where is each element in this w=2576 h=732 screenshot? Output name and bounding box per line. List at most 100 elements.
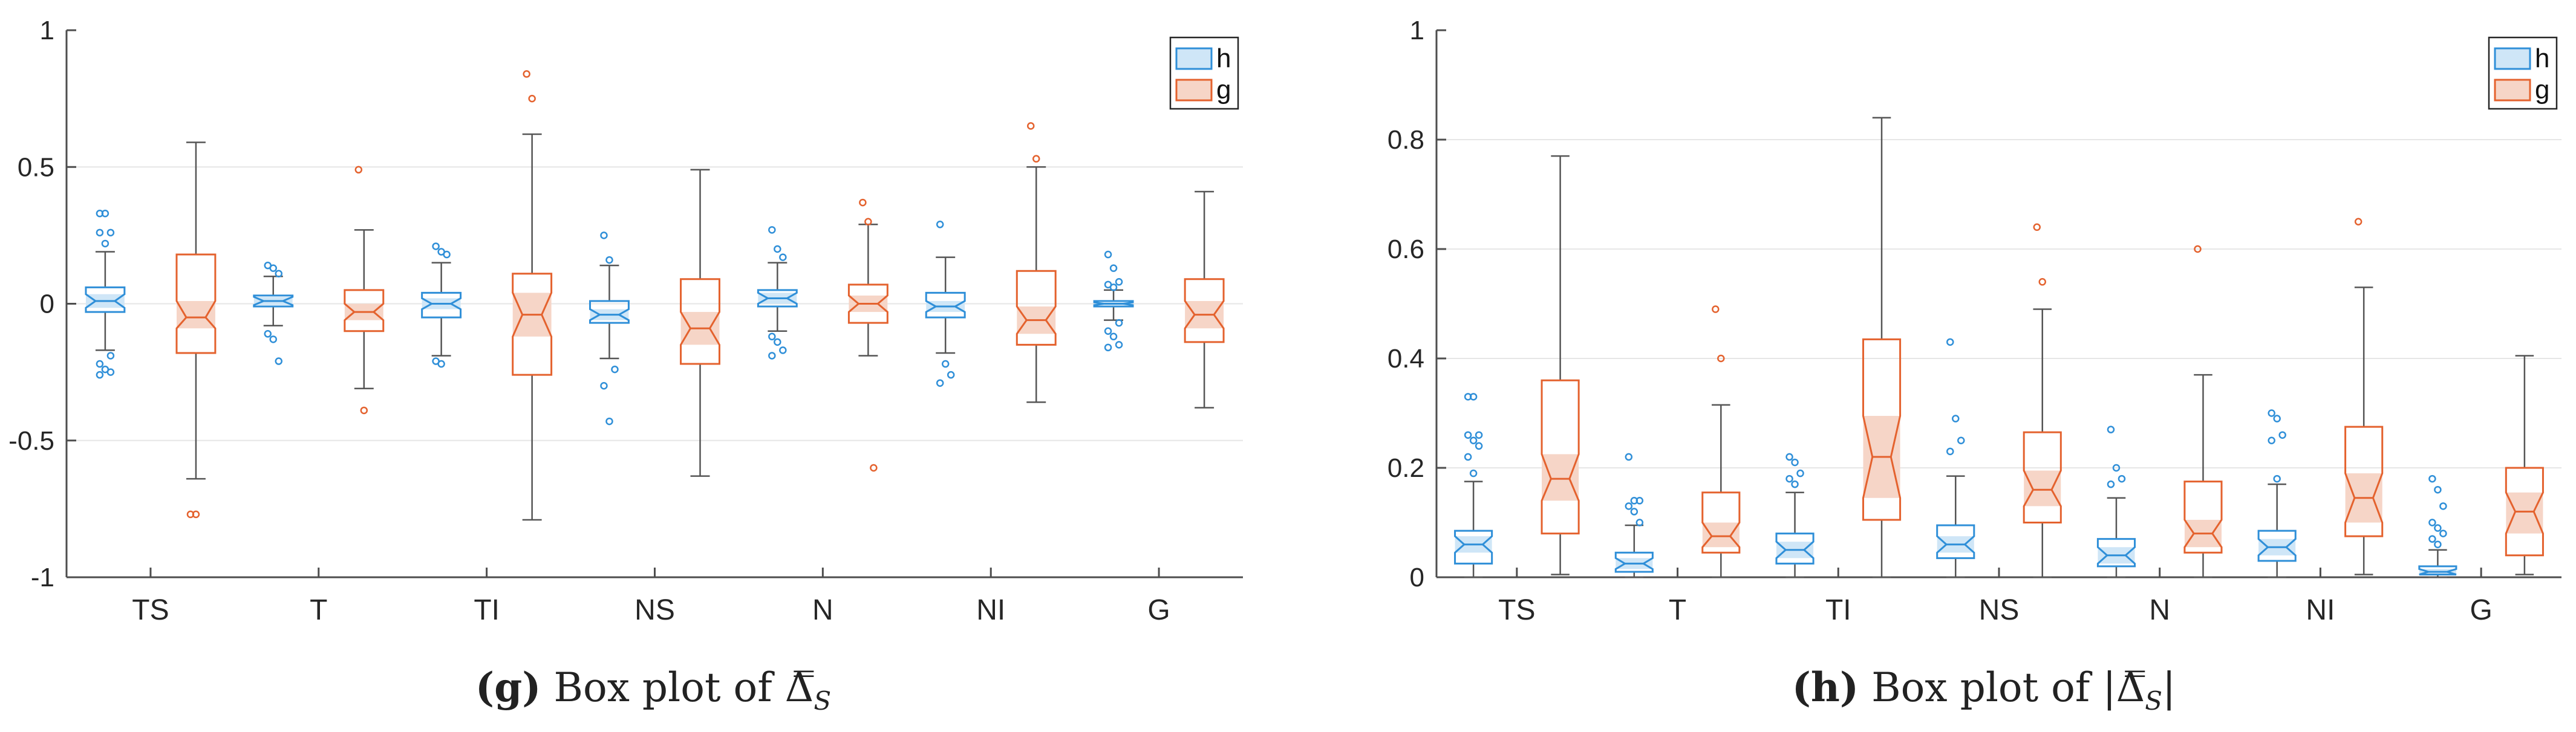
h-outlier: [269, 335, 278, 343]
h-outlier: [1469, 393, 1478, 401]
x-tick-label: NI: [976, 594, 1005, 626]
h-outlier: [2428, 535, 2436, 543]
g-box: [1184, 278, 1225, 343]
g-box: [2344, 426, 2384, 537]
h-outlier: [432, 242, 440, 250]
h-outlier: [941, 360, 950, 368]
g-box: [1862, 338, 1902, 521]
g-notch-shade: [176, 300, 215, 329]
h-outlier: [2428, 519, 2436, 526]
chart-h-abs-delta: 0 0.2 0.4 0.6 0.8 1 TS T TI NS N NI Ghg: [1387, 16, 2561, 626]
h-outlier: [1115, 278, 1123, 286]
h-outlier: [1635, 497, 1644, 505]
g-outlier: [1026, 122, 1035, 130]
legend-swatch-g: [2494, 79, 2531, 102]
h-outlier: [768, 226, 776, 234]
x-tick-label: TS: [1498, 594, 1535, 626]
h-outlier: [264, 330, 272, 338]
h-outlier: [1946, 338, 1954, 346]
h-box: [2257, 530, 2297, 562]
g-outlier: [523, 70, 530, 78]
x-tick-label: NI: [2306, 594, 2335, 626]
h-outlier: [2434, 485, 2442, 494]
g-outlier: [870, 464, 878, 472]
h-outlier: [1464, 431, 1472, 439]
x-tick-label: TI: [474, 594, 500, 626]
h-outlier: [774, 245, 781, 253]
h-outlier: [2268, 409, 2275, 417]
g-box: [512, 273, 553, 376]
h-outlier: [947, 371, 955, 379]
h-outlier: [1635, 519, 1644, 526]
g-notch-shade: [1542, 454, 1579, 501]
g-box: [2183, 481, 2223, 554]
y-tick-label: 0.8: [1387, 125, 1424, 155]
h-outlier: [106, 368, 115, 376]
h-outlier: [768, 352, 776, 360]
h-outlier: [1115, 319, 1123, 327]
g-outlier: [2354, 218, 2362, 225]
h-outlier: [2107, 480, 2115, 488]
caption-g-text: Box plot of: [553, 664, 785, 711]
h-box: [757, 289, 798, 308]
h-outlier: [1109, 264, 1118, 272]
h-box: [2418, 565, 2457, 575]
h-outlier: [774, 338, 781, 346]
h-outlier: [443, 250, 451, 259]
g-outlier: [2033, 223, 2041, 232]
caption-g-label: (g): [475, 664, 541, 711]
y-tick-label: 1: [1410, 16, 1424, 45]
h-box: [1775, 533, 1815, 565]
h-outlier: [1957, 436, 1965, 444]
g-outlier: [2038, 278, 2046, 286]
g-outlier: [1712, 305, 1720, 313]
h-box: [1454, 530, 1493, 565]
h-outlier: [1630, 508, 1639, 516]
h-box: [85, 286, 126, 313]
h-outlier: [106, 228, 115, 237]
h-outlier: [1104, 343, 1112, 352]
g-box: [680, 278, 720, 365]
g-outlier: [864, 218, 872, 225]
h-outlier: [1625, 502, 1633, 510]
h-outlier: [96, 228, 104, 237]
h-box: [421, 291, 462, 319]
g-outlier: [354, 166, 363, 174]
legend-label-g: g: [2535, 75, 2549, 105]
caption-g-symbol: Δ̿: [784, 664, 814, 711]
h-outlier: [2107, 426, 2115, 433]
h-outlier: [1785, 475, 1793, 483]
h-outlier: [2434, 540, 2442, 548]
g-outlier: [528, 94, 536, 103]
h-outlier: [2118, 475, 2126, 483]
h-outlier: [605, 417, 613, 426]
h-outlier: [275, 270, 283, 277]
g-box: [2505, 467, 2544, 557]
h-outlier: [936, 221, 944, 228]
g-box: [1541, 379, 1580, 535]
caption-h-text: Box plot of: [1871, 664, 2103, 711]
y-tick-label: 0.2: [1387, 453, 1424, 483]
g-box: [2023, 431, 2062, 523]
h-outlier: [1791, 458, 1799, 467]
h-box: [1614, 551, 1654, 573]
h-outlier: [275, 357, 283, 365]
x-tick-label: T: [1669, 594, 1686, 626]
h-outlier: [600, 232, 608, 239]
g-box: [1701, 491, 1741, 554]
h-outlier: [605, 256, 613, 264]
h-outlier: [768, 332, 776, 341]
g-outlier: [859, 198, 867, 207]
h-outlier: [1791, 480, 1799, 488]
h-outlier: [1785, 453, 1793, 461]
h-outlier: [2428, 475, 2436, 483]
h-outlier: [2439, 530, 2447, 537]
legend-label-h: h: [1216, 44, 1231, 73]
h-outlier: [1952, 415, 1960, 423]
h-box: [925, 291, 966, 319]
y-tick-label: 0: [40, 290, 54, 319]
h-outlier: [1625, 453, 1633, 461]
h-outlier: [106, 352, 115, 360]
h-outlier: [2268, 436, 2275, 444]
h-outlier: [101, 239, 109, 248]
